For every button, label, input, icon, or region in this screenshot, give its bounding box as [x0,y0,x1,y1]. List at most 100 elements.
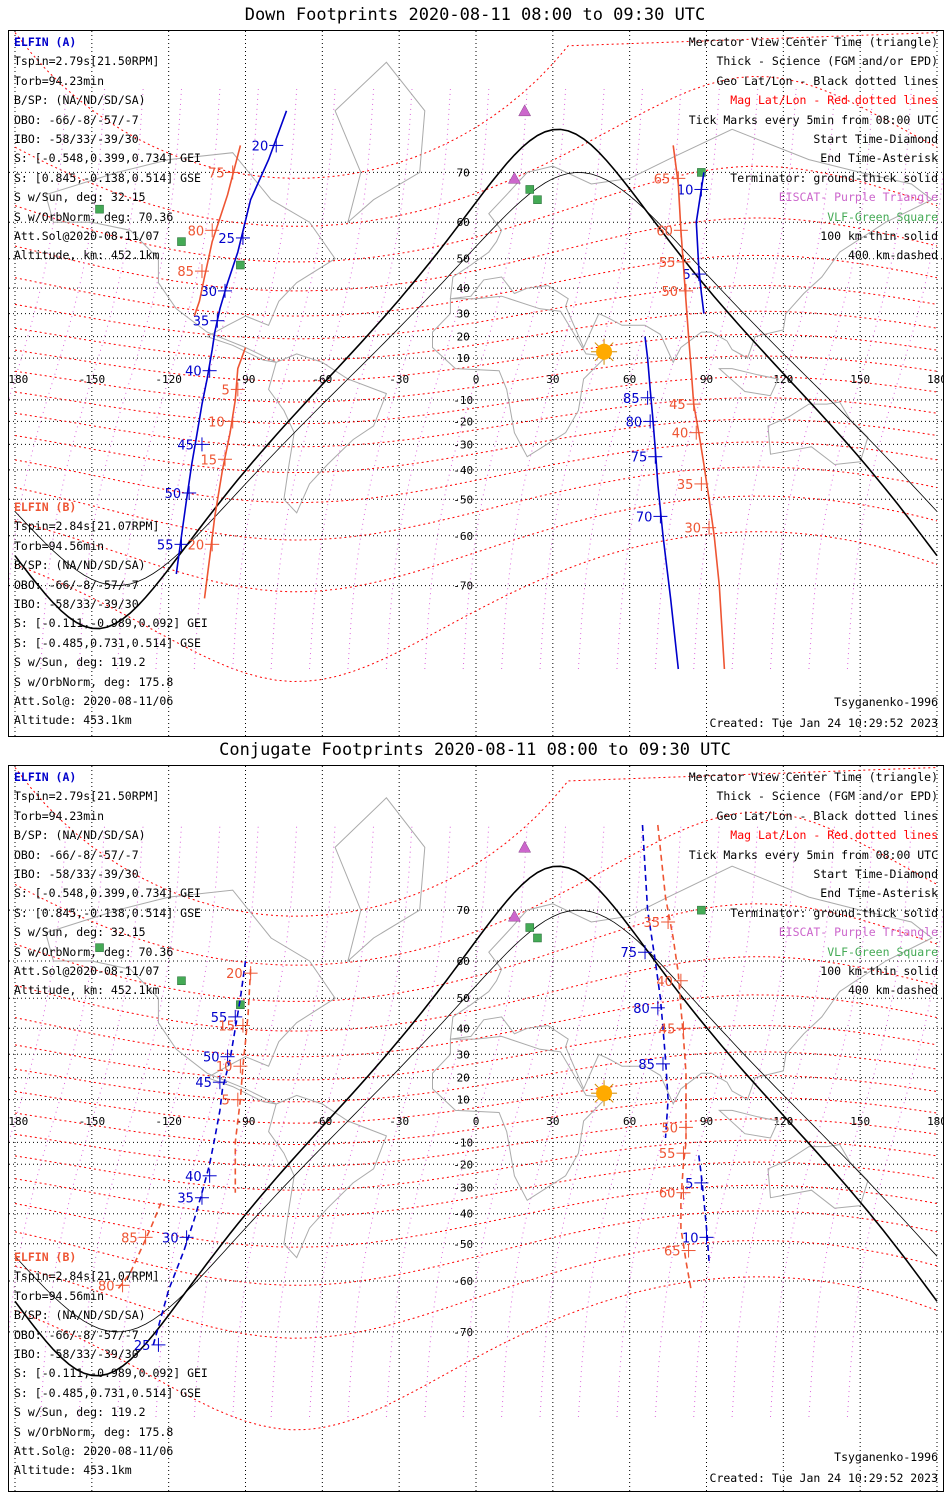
time-tick-label: 25 [134,1339,151,1354]
mag-meridian [424,824,528,1418]
lon-tick-label: 0 [473,373,480,386]
time-tick-label: 30 [685,522,702,537]
elfin-a-line: B/SP: (NA/ND/SD/SA) [14,828,146,843]
mag-meridian [654,88,759,670]
lat-tick-label: 30 [457,308,470,321]
mag-meridian [808,88,912,670]
continent-outline [45,889,336,1105]
mag-parallel [14,1276,938,1431]
model-label: Tsyganenko-1996 [834,1450,938,1464]
time-tick-label: 80 [633,1002,650,1017]
sun-disc [596,1085,613,1102]
elfin-b-line: Altitude: 453.1km [14,1463,132,1478]
mag-parallel [14,1210,938,1286]
legend-item: Thick - Science (FGM and/or EPD) [716,789,938,804]
elfin-a-line: S w/Sun, deg: 32.15 [14,925,146,940]
mag-meridian [654,824,759,1418]
continent-outline [334,797,426,963]
legend-item: Geo Lat/Lon - Black dotted lines [716,73,938,88]
lon-tick-label: -60 [312,1115,332,1128]
lon-tick-label: 150 [850,1115,870,1128]
model-label: Tsyganenko-1996 [834,695,938,709]
mag-parallel [14,254,938,317]
elfin-b-line: S w/Sun, deg: 119.2 [14,655,146,670]
time-tick-label: 55 [211,1011,228,1026]
continent-outline [718,1109,779,1139]
mag-meridian [808,824,912,1418]
orbit-track [175,110,288,575]
lon-tick-label: 180 [927,1115,943,1128]
lon-tick-label: 0 [473,1115,480,1128]
mag-meridian [232,824,336,1418]
legend-item: Geo Lat/Lon - Black dotted lines [716,808,938,823]
lat-tick-label: 50 [457,992,470,1005]
time-tick-label: 10 [677,183,694,198]
lon-tick-label: -30 [389,1115,409,1128]
axis-labels: -180 -150 -120 -90 -60 -30 0 30 60 90 120 150 180 70 6… [9,904,943,1339]
lat-tick-label: 10 [457,1094,470,1107]
elfin-b-line: S w/Sun, deg: 119.2 [14,1405,146,1420]
lat-tick-label: -70 [453,1326,473,1339]
lat-tick-label: 60 [457,955,470,968]
elfin-a-line: Altitude, km: 452.1km [14,983,160,998]
mag-meridian [9,824,106,1334]
lat-tick-label: -40 [453,1208,473,1221]
orbit-track [644,336,680,670]
time-tick-label: 45 [177,438,194,453]
sun-icon [591,1080,618,1107]
mag-meridian [501,88,605,670]
legend-item: 400 km-dashed [847,248,938,263]
lat-tick-label: 70 [457,904,470,917]
mag-meridian [731,88,836,670]
elfin-b-line: S w/OrbNorm, deg: 175.8 [14,1424,174,1439]
legend-item: End Time-Asterisk [820,886,938,901]
time-tick-label: 45 [195,1076,212,1091]
elfin-b-line: S: [-0.111,-0.989,0.092] GEI [14,1366,208,1381]
lon-tick-label: -150 [79,1115,106,1128]
lon-tick-label: 90 [700,373,713,386]
time-tick-label: 5 [222,383,230,398]
elfin-b-name: ELFIN (B) [14,1250,77,1264]
time-tick-label: 65 [654,172,671,187]
legend-item: EISCAT- Purple Triangle [778,925,938,940]
time-tick-label: 70 [636,510,653,525]
time-tick-label: 30 [200,285,217,300]
time-tick-label: 80 [98,1279,115,1294]
continent-outline [767,401,869,466]
mag-parallel [14,466,938,541]
elfin-b-line: B/SP: (NA/ND/SD/SA) [14,558,146,573]
orbit-track [657,824,692,1290]
lat-tick-label: 30 [457,1048,470,1061]
map-canvas-conjugate: -180 -150 -120 -90 -60 -30 0 30 60 90 120 150 180 70 6… [9,766,943,1491]
lat-tick-label: 60 [457,216,470,229]
mag-parallel [14,217,938,292]
mag-parallel [14,32,938,179]
time-tick-label: 20 [188,538,205,553]
continent-outline [45,152,336,363]
time-tick-label: 55 [659,256,676,271]
mag-meridian [846,908,943,1418]
time-tick-label: 35 [193,315,210,330]
geo-grid [9,766,943,1491]
elfin-a-line: Torb=94.23min [14,73,105,88]
elfin-a-line: OBO: -66/-8/-57/-7 [14,847,139,862]
mag-parallel [14,1075,938,1124]
time-tick-label: 50 [165,487,182,502]
vlf-square [95,204,104,214]
lat-tick-label: -30 [453,438,473,451]
lat-tick-label: -60 [453,1275,473,1288]
time-tick-label: 15 [218,1020,235,1035]
mag-meridian [40,824,144,1418]
elfin-b-line: IBO: -58/33/-39/30 [14,597,139,612]
mag-meridian [577,824,682,1418]
elfin-a-line: S: [0.845,-0.138,0.514] GSE [14,905,201,920]
time-tick-label: 45 [669,398,686,413]
mag-meridian [270,88,375,670]
lat-tick-label: -20 [453,1158,473,1171]
legend: Mercator View Center Time (triangle) Thi… [689,768,938,1001]
mag-parallel [14,1139,938,1191]
created-label: Created: Tue Jan 24 10:29:52 2023 [709,716,938,730]
elfin-a-line: S: [-0.548,0.399,0.734] GEI [14,886,201,901]
eiscat-triangle [507,909,521,922]
mag-meridian [462,88,567,670]
